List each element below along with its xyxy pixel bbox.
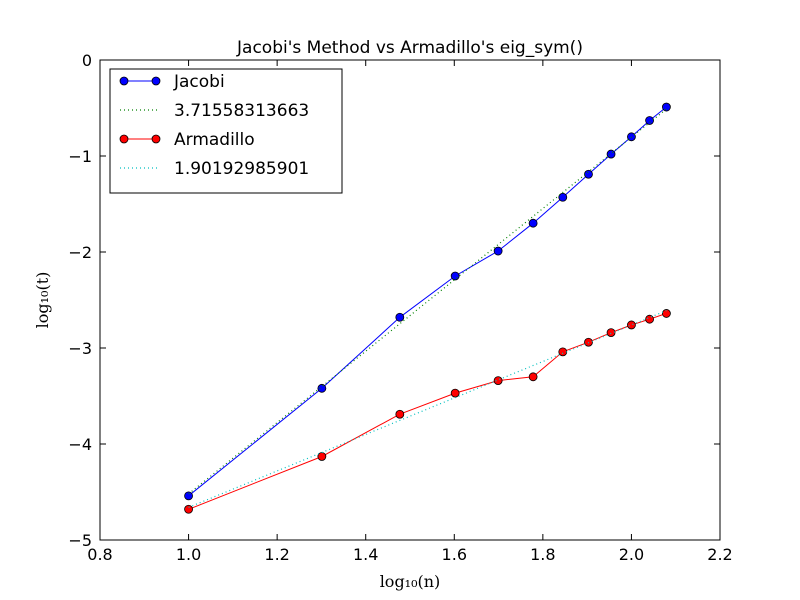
data-point-armadillo — [317, 452, 327, 461]
x-axis-label: log₁₀(n) — [380, 572, 441, 591]
data-point-jacobi — [395, 312, 405, 322]
y-tick-label: −3 — [68, 339, 92, 358]
x-tick-label: 1.0 — [176, 545, 201, 564]
data-point-armadillo — [528, 372, 538, 382]
data-point-jacobi — [558, 192, 568, 202]
y-tick-label: 0 — [82, 51, 92, 70]
data-point-jacobi — [645, 116, 654, 125]
legend-box — [109, 68, 343, 194]
data-point-armadillo — [627, 320, 636, 330]
legend-marker-armadillo — [151, 134, 161, 144]
y-tick-label: −5 — [68, 531, 92, 550]
x-tick-label: 1.8 — [530, 545, 555, 564]
legend-marker-jacobi — [151, 76, 161, 86]
series-layer — [184, 102, 671, 514]
data-point-armadillo — [606, 328, 616, 338]
x-tick-label: 1.2 — [264, 545, 289, 564]
legend-label-3-71558313663: 3.71558313663 — [174, 101, 309, 121]
data-point-jacobi — [450, 271, 460, 281]
legend: Jacobi 3.71558313663 Armadillo 1.9019298590… — [109, 68, 343, 194]
data-point-jacobi — [584, 169, 593, 179]
x-tick-label: 0.8 — [87, 545, 112, 564]
data-point-jacobi — [662, 102, 671, 112]
data-point-jacobi — [317, 383, 327, 393]
data-point-armadillo — [558, 347, 568, 357]
data-point-armadillo — [493, 376, 503, 386]
y-tick-label: −2 — [68, 243, 92, 262]
legend-label-1-90192985901: 1.90192985901 — [174, 159, 309, 179]
x-tick-label: 2.0 — [619, 545, 644, 564]
y-tick-label: −4 — [68, 435, 92, 454]
data-point-jacobi — [606, 149, 616, 159]
y-axis-label: log₁₀(t) — [33, 272, 52, 329]
legend-marker-jacobi — [119, 76, 129, 86]
x-tick-label: 1.4 — [353, 545, 378, 564]
data-point-armadillo — [645, 314, 654, 324]
chart-title: Jacobi's Method vs Armadillo's eig_sym() — [236, 38, 583, 58]
data-point-armadillo — [662, 309, 671, 318]
legend-marker-armadillo — [119, 134, 129, 144]
legend-label-armadillo: Armadillo — [174, 130, 255, 150]
legend-label-jacobi: Jacobi — [173, 72, 225, 92]
x-tick-label: 1.6 — [442, 545, 467, 564]
data-point-jacobi — [184, 491, 193, 501]
data-point-armadillo — [184, 504, 193, 514]
data-point-jacobi — [493, 246, 503, 256]
x-tick-label: 2.2 — [707, 545, 732, 564]
y-tick-label: −1 — [68, 147, 92, 166]
data-point-jacobi — [528, 218, 538, 228]
axis-ticks: 0.8 1.0 1.2 1.4 1.6 1.8 2.0 2.2 0 −1 −2 −3 −4 −5 — [68, 51, 732, 564]
data-point-armadillo — [450, 388, 460, 398]
data-point-armadillo — [395, 409, 405, 419]
